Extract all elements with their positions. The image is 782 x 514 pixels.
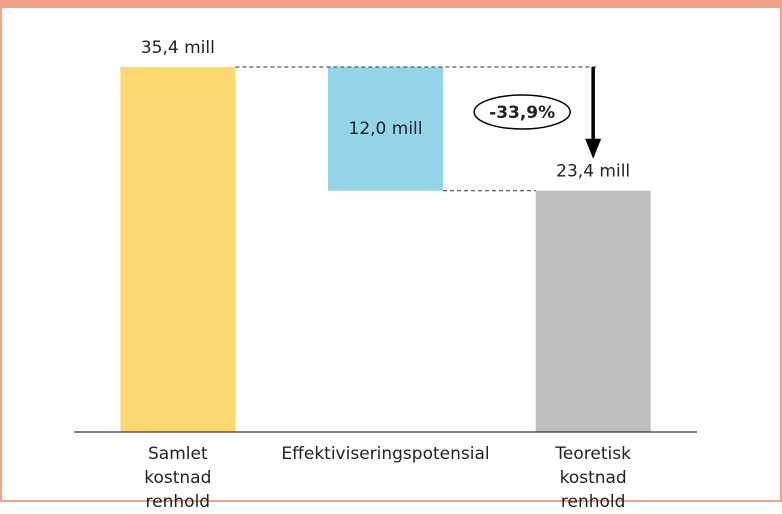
category-text: Effektiviseringspotensial bbox=[281, 444, 490, 464]
x-tick-label: Effektiviseringspotensial bbox=[281, 442, 489, 466]
bar bbox=[328, 67, 443, 191]
data-label: 12,0 mill bbox=[349, 119, 423, 139]
annotation-oval bbox=[473, 94, 571, 130]
data-label: 35,4 mill bbox=[141, 38, 215, 58]
bar bbox=[535, 190, 651, 432]
arrow-head bbox=[585, 138, 602, 159]
category-text: Samlet kostnad renhold bbox=[144, 444, 212, 512]
annotation: -33,9% bbox=[489, 103, 555, 123]
bar bbox=[120, 67, 236, 432]
chart: 35,4 mill 12,0 mill 23,4 mill -33,9% bbox=[74, 38, 697, 433]
data-label: 23,4 mill bbox=[556, 162, 630, 182]
x-tick-label: Teoretisk kostnad renhold bbox=[527, 442, 659, 514]
x-tick-label: Samlet kostnad renhold bbox=[112, 442, 244, 514]
category-text: Teoretisk kostnad renhold bbox=[555, 444, 631, 512]
